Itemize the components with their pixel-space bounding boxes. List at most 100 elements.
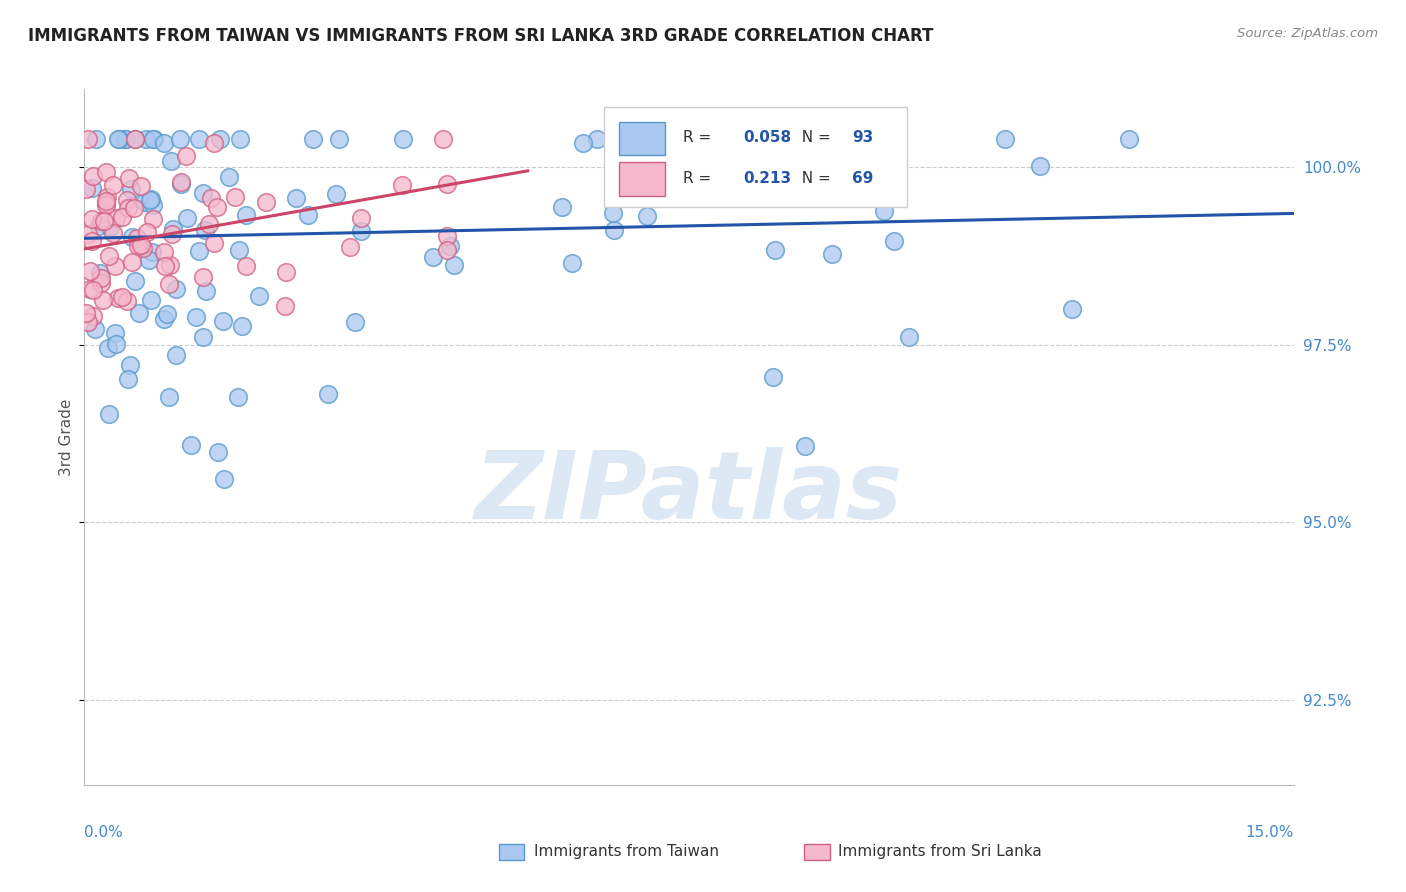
Point bbox=[1118, 132, 1140, 146]
Point bbox=[762, 369, 785, 384]
Point bbox=[254, 194, 277, 209]
Point bbox=[94, 194, 117, 208]
Point bbox=[129, 238, 152, 252]
Point bbox=[127, 238, 149, 252]
Point bbox=[82, 283, 104, 297]
Point bbox=[124, 201, 146, 215]
Point bbox=[101, 178, 124, 193]
Point bbox=[187, 132, 209, 146]
Point bbox=[443, 258, 465, 272]
Point bbox=[75, 182, 97, 196]
Point bbox=[80, 181, 103, 195]
Point bbox=[127, 231, 149, 245]
Point bbox=[114, 132, 136, 146]
Point bbox=[128, 306, 150, 320]
Point bbox=[124, 274, 146, 288]
Point bbox=[202, 136, 225, 151]
Point bbox=[207, 445, 229, 459]
Point bbox=[90, 271, 112, 285]
Point bbox=[763, 244, 786, 258]
Point bbox=[169, 132, 191, 146]
Point bbox=[103, 226, 125, 240]
Point bbox=[79, 282, 101, 296]
Text: 15.0%: 15.0% bbox=[1246, 825, 1294, 840]
Point bbox=[138, 194, 160, 208]
Point bbox=[142, 198, 165, 212]
Point bbox=[139, 293, 162, 307]
Point bbox=[165, 282, 187, 296]
Point bbox=[107, 132, 129, 146]
Point bbox=[135, 225, 157, 239]
Point bbox=[84, 132, 107, 146]
Point bbox=[174, 149, 197, 163]
Point bbox=[180, 438, 202, 452]
Text: ZIPatlas: ZIPatlas bbox=[475, 447, 903, 539]
Point bbox=[794, 440, 817, 454]
Point bbox=[994, 132, 1017, 146]
Point bbox=[200, 191, 222, 205]
Point bbox=[195, 285, 218, 299]
Point bbox=[82, 169, 104, 183]
Point bbox=[585, 132, 607, 146]
Point bbox=[191, 269, 214, 284]
Point bbox=[162, 222, 184, 236]
Point bbox=[212, 472, 235, 486]
Point bbox=[572, 136, 595, 150]
Point bbox=[188, 244, 211, 258]
Point bbox=[422, 251, 444, 265]
Point bbox=[157, 390, 180, 404]
Point bbox=[129, 178, 152, 193]
Point bbox=[602, 206, 624, 220]
Point bbox=[117, 201, 139, 215]
Point bbox=[118, 359, 141, 373]
Point bbox=[111, 210, 134, 224]
Point bbox=[135, 132, 157, 146]
Point bbox=[198, 217, 221, 231]
Point bbox=[349, 211, 371, 225]
Point bbox=[603, 223, 626, 237]
Point bbox=[94, 165, 117, 179]
Point bbox=[159, 153, 181, 168]
Point bbox=[202, 236, 225, 251]
Point bbox=[97, 342, 120, 356]
Point bbox=[436, 243, 458, 257]
Point bbox=[325, 187, 347, 202]
Point bbox=[77, 315, 100, 329]
Point bbox=[436, 177, 458, 191]
Point bbox=[82, 234, 104, 248]
Point bbox=[391, 178, 413, 192]
Point bbox=[104, 337, 127, 351]
Point bbox=[628, 176, 651, 190]
Point bbox=[79, 264, 101, 278]
Point bbox=[75, 306, 97, 320]
Text: R =: R = bbox=[683, 170, 716, 186]
Point bbox=[883, 235, 905, 249]
Point bbox=[141, 192, 163, 206]
FancyBboxPatch shape bbox=[605, 106, 907, 208]
Point bbox=[115, 194, 138, 208]
Point bbox=[118, 171, 141, 186]
Point bbox=[247, 288, 270, 302]
Text: Source: ZipAtlas.com: Source: ZipAtlas.com bbox=[1237, 27, 1378, 40]
Point bbox=[155, 259, 177, 273]
Point bbox=[170, 175, 193, 189]
Point bbox=[235, 208, 257, 222]
Point bbox=[108, 132, 131, 146]
Point bbox=[159, 258, 181, 272]
Point bbox=[104, 211, 127, 226]
Point bbox=[97, 407, 120, 421]
Point bbox=[211, 314, 233, 328]
Point bbox=[439, 239, 461, 253]
Bar bbox=[619, 162, 665, 195]
Point bbox=[339, 240, 361, 254]
Point bbox=[83, 322, 105, 336]
Point bbox=[77, 227, 100, 241]
Point bbox=[82, 309, 104, 323]
Point bbox=[96, 197, 118, 211]
Y-axis label: 3rd Grade: 3rd Grade bbox=[59, 399, 73, 475]
Point bbox=[141, 132, 163, 146]
Point bbox=[1029, 159, 1052, 173]
Point bbox=[124, 132, 146, 146]
Point bbox=[89, 266, 111, 280]
Point bbox=[191, 329, 214, 343]
